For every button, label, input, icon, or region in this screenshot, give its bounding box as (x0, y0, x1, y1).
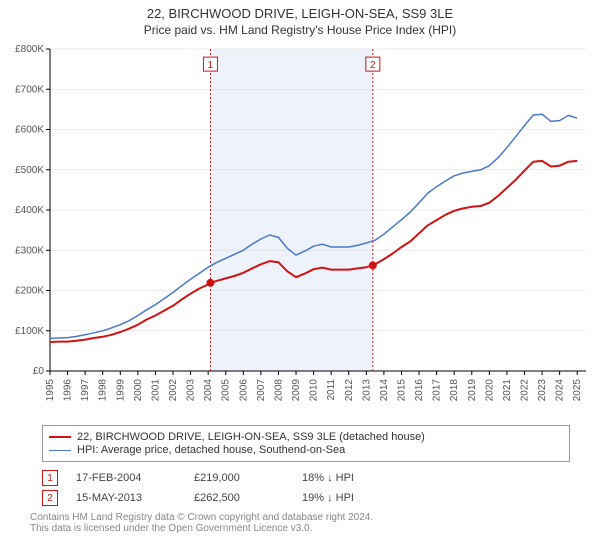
svg-text:£600K: £600K (15, 125, 44, 136)
sale-diff-1: 18% ↓ HPI (302, 472, 392, 484)
footer-attribution: Contains HM Land Registry data © Crown c… (30, 512, 570, 534)
svg-text:2007: 2007 (256, 379, 267, 402)
legend-item-property: 22, BIRCHWOOD DRIVE, LEIGH-ON-SEA, SS9 3… (49, 431, 563, 443)
svg-text:£300K: £300K (15, 245, 44, 256)
svg-text:2008: 2008 (273, 379, 284, 402)
svg-text:2019: 2019 (467, 379, 478, 402)
svg-text:1: 1 (208, 60, 214, 71)
legend-item-hpi: HPI: Average price, detached house, Sout… (49, 444, 563, 456)
svg-text:2015: 2015 (396, 379, 407, 402)
sale-marker-1: 1 (42, 470, 58, 486)
sale-marker-2: 2 (42, 490, 58, 506)
svg-text:2022: 2022 (519, 379, 530, 402)
svg-text:2012: 2012 (344, 379, 355, 402)
title-subtitle: Price paid vs. HM Land Registry's House … (0, 23, 600, 37)
svg-text:2006: 2006 (238, 379, 249, 402)
svg-text:2009: 2009 (291, 379, 302, 402)
title-address: 22, BIRCHWOOD DRIVE, LEIGH-ON-SEA, SS9 3… (0, 6, 600, 21)
svg-text:2001: 2001 (150, 379, 161, 402)
legend: 22, BIRCHWOOD DRIVE, LEIGH-ON-SEA, SS9 3… (42, 425, 570, 462)
svg-text:2010: 2010 (309, 379, 320, 402)
line-chart-svg: £0 £100K £200K £300K £400K £500K £600K £700K £80… (0, 41, 600, 421)
svg-text:£500K: £500K (15, 165, 44, 176)
sale-row-2: 2 15-MAY-2013 £262,500 19% ↓ HPI (42, 488, 570, 508)
svg-text:2024: 2024 (555, 379, 566, 402)
figure-container: 22, BIRCHWOOD DRIVE, LEIGH-ON-SEA, SS9 3… (0, 0, 600, 534)
legend-swatch-property (49, 436, 71, 438)
sale-date-1: 17-FEB-2004 (76, 472, 176, 484)
svg-text:1995: 1995 (45, 379, 56, 402)
svg-text:1997: 1997 (80, 379, 91, 402)
svg-text:£400K: £400K (15, 205, 44, 216)
legend-swatch-hpi (49, 450, 71, 451)
sale-row-1: 1 17-FEB-2004 £219,000 18% ↓ HPI (42, 468, 570, 488)
svg-text:1998: 1998 (98, 379, 109, 402)
svg-text:£100K: £100K (15, 326, 44, 337)
svg-text:1996: 1996 (63, 379, 74, 402)
sale-price-2: £262,500 (194, 492, 284, 504)
svg-text:2021: 2021 (502, 379, 513, 402)
svg-text:2005: 2005 (221, 379, 232, 402)
svg-text:£800K: £800K (15, 44, 44, 55)
sale-price-1: £219,000 (194, 472, 284, 484)
sale-marker-2-num: 2 (47, 493, 53, 504)
legend-label-property: 22, BIRCHWOOD DRIVE, LEIGH-ON-SEA, SS9 3… (77, 431, 425, 443)
svg-text:2018: 2018 (449, 379, 460, 402)
svg-text:2002: 2002 (168, 379, 179, 402)
svg-text:2003: 2003 (186, 379, 197, 402)
svg-text:2000: 2000 (133, 379, 144, 402)
svg-text:2025: 2025 (572, 379, 583, 402)
svg-text:2023: 2023 (537, 379, 548, 402)
svg-text:2011: 2011 (326, 379, 337, 401)
svg-text:2004: 2004 (203, 379, 214, 402)
svg-text:2016: 2016 (414, 379, 425, 402)
svg-text:2: 2 (370, 60, 376, 71)
sale-date-2: 15-MAY-2013 (76, 492, 176, 504)
svg-text:1999: 1999 (115, 379, 126, 402)
svg-text:2013: 2013 (361, 379, 372, 402)
svg-text:2017: 2017 (432, 379, 443, 402)
footer-line-1: Contains HM Land Registry data © Crown c… (30, 512, 570, 523)
svg-text:£0: £0 (33, 366, 45, 377)
legend-label-hpi: HPI: Average price, detached house, Sout… (77, 444, 345, 456)
footer-line-2: This data is licensed under the Open Gov… (30, 523, 570, 534)
svg-text:2014: 2014 (379, 379, 390, 402)
svg-text:£700K: £700K (15, 84, 44, 95)
title-block: 22, BIRCHWOOD DRIVE, LEIGH-ON-SEA, SS9 3… (0, 0, 600, 37)
sale-marker-1-num: 1 (47, 473, 53, 484)
sale-diff-2: 19% ↓ HPI (302, 492, 392, 504)
sales-table: 1 17-FEB-2004 £219,000 18% ↓ HPI 2 15-MA… (42, 468, 570, 508)
svg-text:£200K: £200K (15, 286, 44, 297)
svg-text:2020: 2020 (484, 379, 495, 402)
chart-area: £0 £100K £200K £300K £400K £500K £600K £700K £80… (0, 41, 600, 421)
